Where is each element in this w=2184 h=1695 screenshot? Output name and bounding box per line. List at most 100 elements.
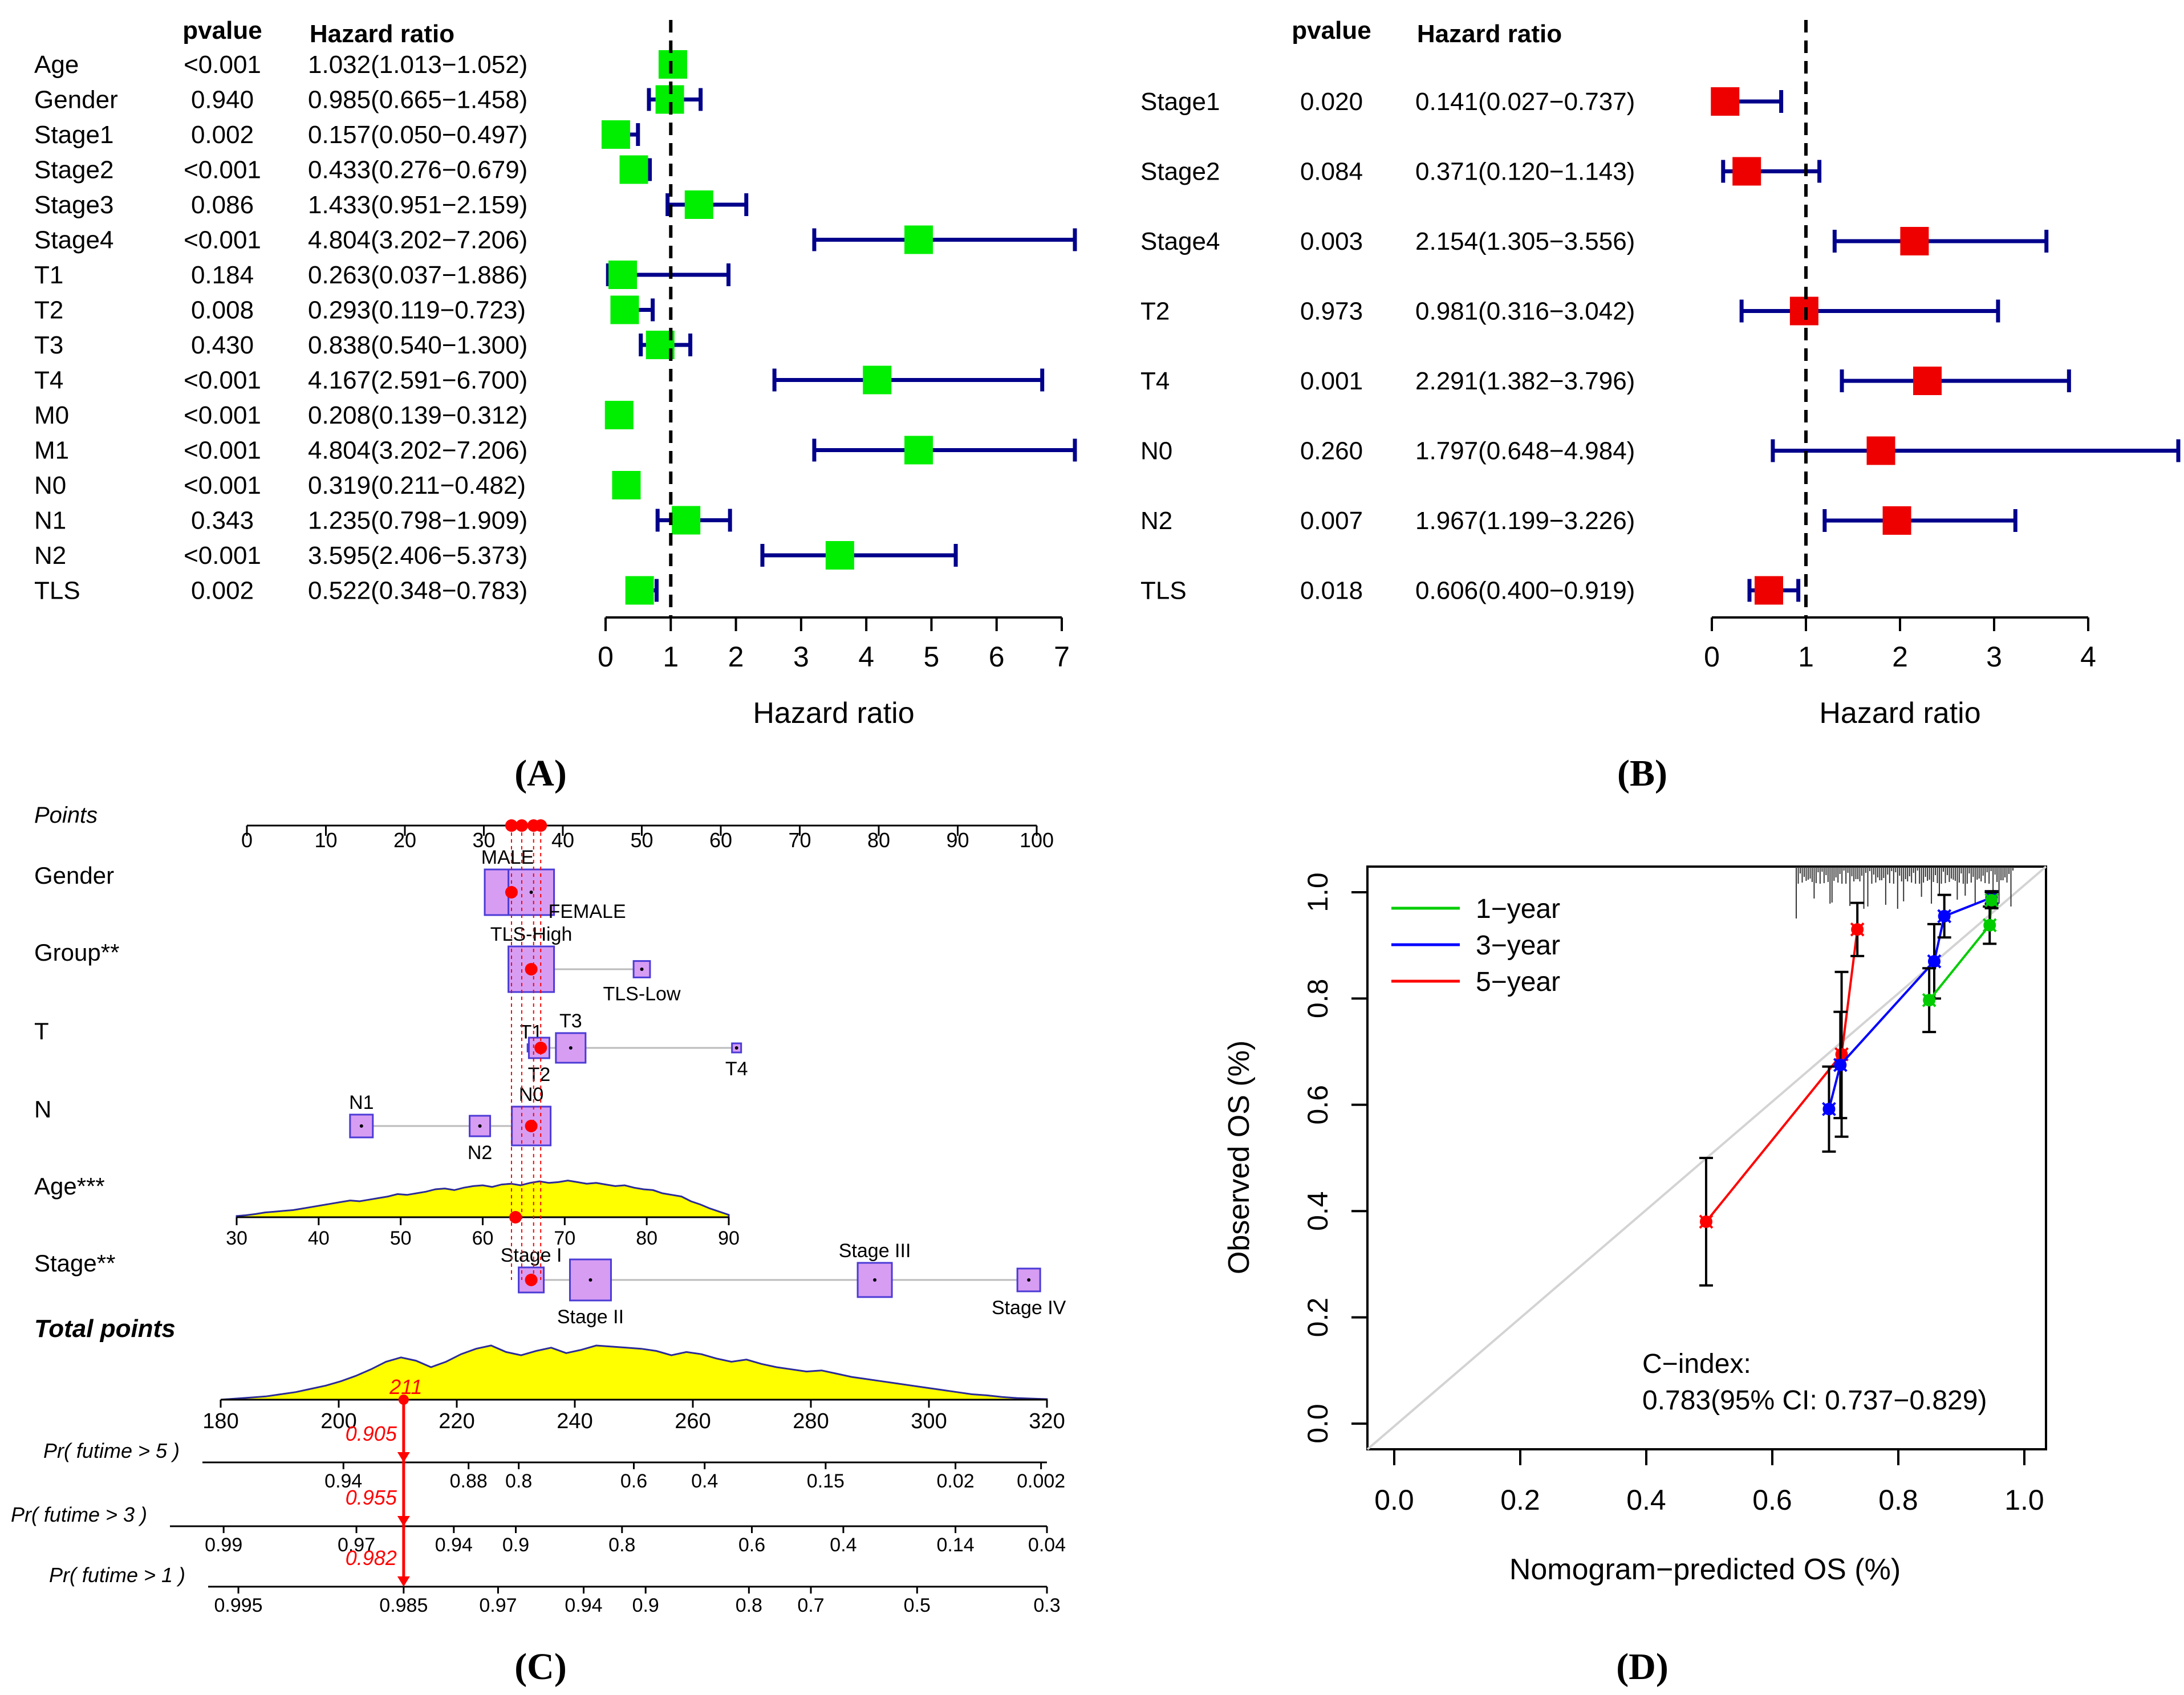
x-tick-label: 1 xyxy=(663,641,679,673)
hazard-ratio-box xyxy=(1913,367,1942,395)
hazard-ratio-box xyxy=(1866,436,1895,465)
level-label: Stage IV xyxy=(992,1297,1066,1319)
row-name: N2 xyxy=(1140,507,1172,535)
x-tick-label: 3 xyxy=(1986,641,2002,673)
age-tick-label: 50 xyxy=(390,1227,412,1249)
y-tick-label: 0.2 xyxy=(1302,1298,1334,1338)
pvalue-header: pvalue xyxy=(1292,17,1371,44)
probability-tick-label: 0.5 xyxy=(904,1595,931,1616)
hazard-ratio-box xyxy=(612,471,641,499)
row-name: T4 xyxy=(34,367,63,395)
row-pvalue: <0.001 xyxy=(184,51,261,79)
level-center-dot xyxy=(569,1046,573,1050)
row-hazard-ratio-text: 2.154(1.305−3.556) xyxy=(1415,227,1635,255)
level-label: T3 xyxy=(559,1010,582,1032)
age-tick-label: 40 xyxy=(308,1227,330,1249)
total-points-tick-label: 260 xyxy=(675,1409,711,1433)
selected-point-marker xyxy=(525,1274,538,1286)
probability-tick-label: 0.985 xyxy=(379,1595,428,1616)
probability-tick-label: 0.94 xyxy=(565,1595,602,1616)
row-name: M1 xyxy=(34,437,69,465)
row-pvalue: <0.001 xyxy=(184,156,261,184)
pvalue-header: pvalue xyxy=(182,17,262,44)
probability-tick-label: 0.4 xyxy=(691,1470,718,1492)
level-label: Stage I xyxy=(501,1245,562,1266)
probability-tick-label: 0.15 xyxy=(807,1470,845,1492)
row-hazard-ratio-text: 1.032(1.013−1.052) xyxy=(308,51,527,79)
legend-entry: 5−year xyxy=(1476,967,1560,997)
hazard-ratio-box xyxy=(904,225,933,254)
x-tick-label: 0.4 xyxy=(1626,1484,1666,1516)
row-hazard-ratio-text: 0.981(0.316−3.042) xyxy=(1415,298,1635,326)
probability-tick-label: 0.9 xyxy=(502,1534,529,1556)
row-hazard-ratio-text: 4.804(3.202−7.206) xyxy=(308,226,527,254)
probability-marker-value: 0.905 xyxy=(346,1422,397,1445)
row-hazard-ratio-text: 0.371(0.120−1.143) xyxy=(1415,158,1635,186)
row-pvalue: 0.184 xyxy=(191,261,254,289)
row-name: TLS xyxy=(1140,577,1187,605)
x-axis-title: Hazard ratio xyxy=(1819,697,1980,730)
level-center-dot xyxy=(588,1278,592,1282)
x-tick-label: 0.0 xyxy=(1374,1484,1414,1516)
total-points-tick-label: 300 xyxy=(911,1409,947,1433)
row-pvalue: 0.084 xyxy=(1300,158,1363,186)
row-name: N1 xyxy=(34,507,66,535)
points-tick-label: 0 xyxy=(241,828,253,852)
level-label: TLS-High xyxy=(490,924,573,945)
c-index-title: C−index: xyxy=(1642,1349,1751,1379)
row-name: Stage2 xyxy=(34,156,113,184)
hazard-ratio-box xyxy=(863,365,892,395)
y-tick-label: 0.0 xyxy=(1302,1404,1334,1444)
row-name: Stage1 xyxy=(1140,88,1220,116)
level-center-dot xyxy=(734,1046,738,1050)
probability-tick-label: 0.94 xyxy=(324,1470,362,1492)
total-points-tick-label: 180 xyxy=(202,1409,238,1433)
row-name: Age xyxy=(34,51,79,79)
age-tick-label: 70 xyxy=(554,1227,575,1249)
row-hazard-ratio-text: 0.141(0.027−0.737) xyxy=(1415,88,1635,116)
probability-tick-label: 0.8 xyxy=(505,1470,532,1492)
row-hazard-ratio-text: 4.167(2.591−6.700) xyxy=(308,367,527,395)
row-name: Stage2 xyxy=(1140,158,1220,186)
points-tick-label: 10 xyxy=(314,828,337,852)
hazard-ratio-box xyxy=(1900,227,1929,255)
x-tick-label: 7 xyxy=(1054,641,1070,673)
level-label: T4 xyxy=(725,1058,748,1080)
row-pvalue: 0.001 xyxy=(1300,367,1363,395)
total-points-density xyxy=(220,1344,1048,1401)
probability-marker-arrow xyxy=(397,1576,410,1587)
hazard-ratio-box xyxy=(619,155,648,184)
x-axis-title: Nomogram−predicted OS (%) xyxy=(1509,1553,1901,1586)
probability-tick-label: 0.4 xyxy=(830,1534,856,1556)
hazard-ratio-box xyxy=(684,190,713,219)
selected-point-marker xyxy=(525,1120,538,1132)
probability-tick-label: 0.6 xyxy=(738,1534,765,1556)
points-tick-label: 90 xyxy=(946,828,969,852)
hazard-ratio-box xyxy=(825,541,854,570)
age-tick-label: 30 xyxy=(226,1227,247,1249)
points-tick-label: 20 xyxy=(393,828,416,852)
age-tick-label: 80 xyxy=(636,1227,657,1249)
variable-label: Gender xyxy=(34,862,114,889)
hazard-ratio-box xyxy=(658,50,687,79)
row-name: N0 xyxy=(1140,437,1172,465)
row-name: T1 xyxy=(34,261,63,289)
hazard-ratio-box xyxy=(601,120,630,149)
level-label: N0 xyxy=(519,1084,543,1105)
age-tick-label: 60 xyxy=(472,1227,494,1249)
calibration-cross xyxy=(1922,993,1937,1007)
row-pvalue: 0.020 xyxy=(1300,88,1363,116)
probability-tick-label: 0.02 xyxy=(936,1470,974,1492)
row-name: M0 xyxy=(34,401,69,429)
probability-tick-label: 0.88 xyxy=(450,1470,488,1492)
y-tick-label: 0.8 xyxy=(1302,979,1334,1019)
level-label: Stage III xyxy=(839,1240,911,1262)
hazard-ratio-box xyxy=(672,506,701,535)
plot-frame xyxy=(1366,865,2047,1450)
calibration-cross xyxy=(1927,954,1942,969)
row-hazard-ratio-text: 1.433(0.951−2.159) xyxy=(308,191,527,219)
panel-d-calibration-plot: 0.0 0.0 0.2 0.2 0.4 0.4 0.6 0.6 0.8 0.8 1.0 1.0 Nomo… xyxy=(1223,865,2047,1586)
variable-label: T xyxy=(34,1018,49,1044)
calibration-cross xyxy=(1833,1058,1848,1072)
x-tick-label: 4 xyxy=(858,641,874,673)
